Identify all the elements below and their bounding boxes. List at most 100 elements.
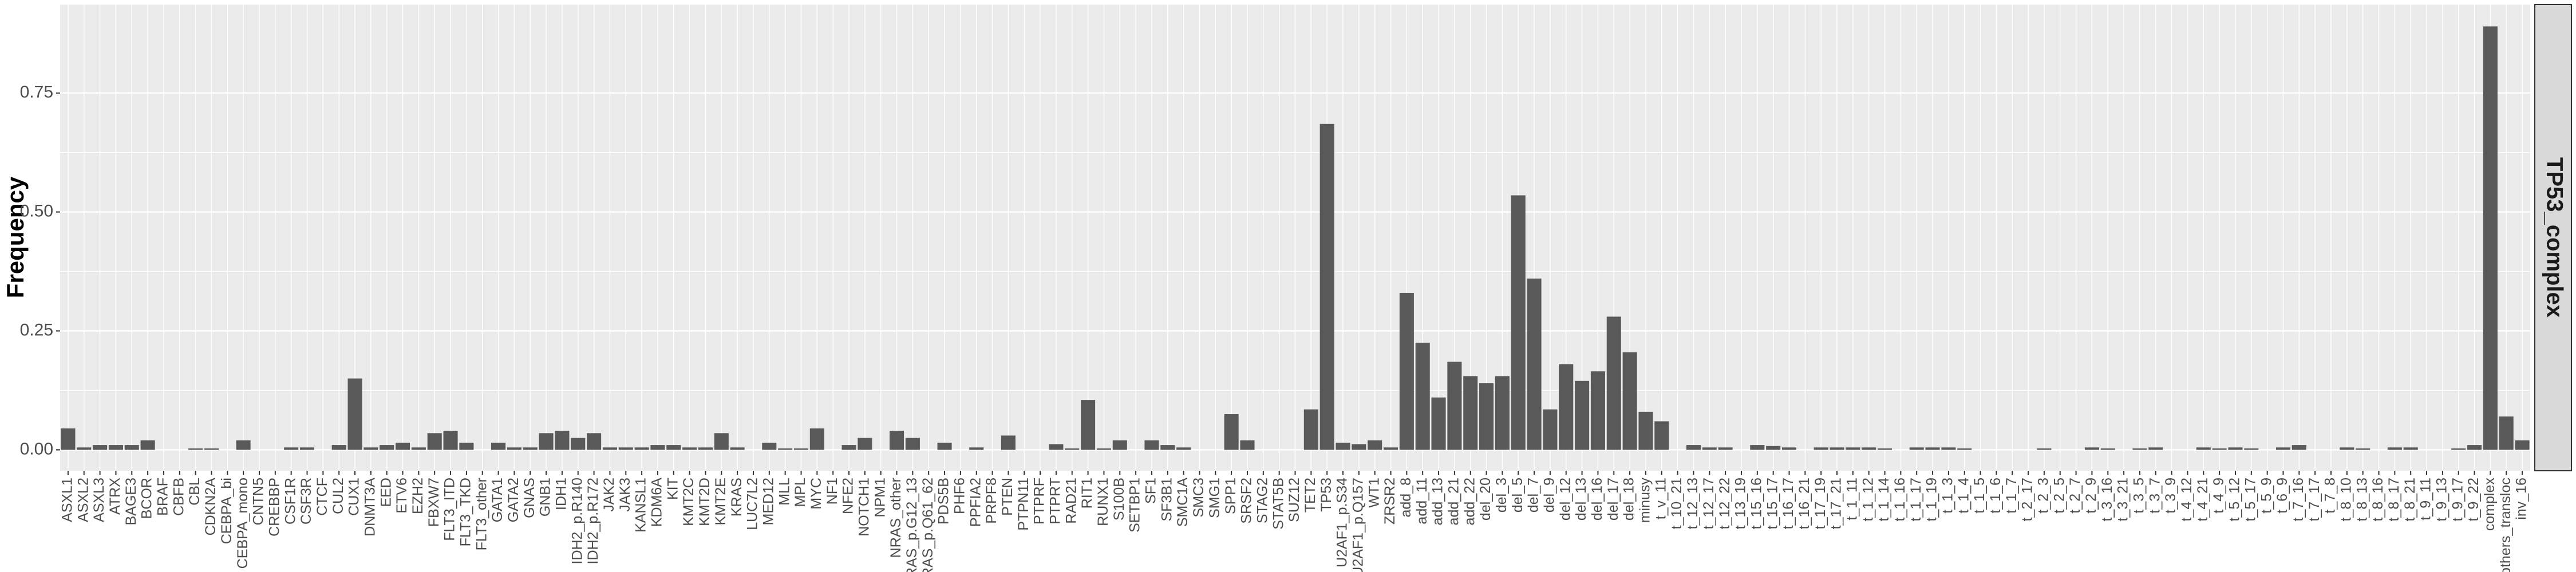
x-tick-label: KIT — [665, 478, 681, 500]
x-tick-label: SETBP1 — [1127, 478, 1143, 533]
x-tick-label: CNTN5 — [251, 478, 267, 525]
x-tick-label: KDM6A — [649, 478, 665, 527]
bar — [2212, 448, 2227, 450]
x-tick-label: PHF6 — [951, 478, 967, 514]
x-tick-label: CREBBP — [266, 478, 282, 537]
x-tick-label: CDKN2A — [203, 478, 219, 536]
bar — [236, 440, 251, 450]
bar — [2356, 448, 2370, 450]
bar — [1766, 446, 1781, 450]
x-tick-label: KMT2E — [713, 478, 729, 525]
x-tick-label: GATA1 — [489, 478, 505, 522]
x-tick-label: S100B — [1111, 478, 1127, 521]
bar — [1781, 447, 1797, 450]
x-tick-label: t_4_12 — [2179, 478, 2195, 521]
bar — [1638, 411, 1653, 450]
x-tick-label: t_2_5 — [2051, 478, 2067, 514]
x-tick-label: t_2_17 — [2020, 478, 2036, 521]
x-tick-label: del_16 — [1589, 478, 1605, 521]
x-tick-label: t_9_13 — [2433, 478, 2449, 521]
bar — [1543, 409, 1558, 450]
x-tick-label: t_1_6 — [1988, 478, 2004, 514]
x-tick-label: t_10_21 — [1669, 478, 1685, 529]
x-tick-label: U2AF1_p.Q157 — [1350, 478, 1366, 572]
bar — [61, 428, 76, 450]
bar — [841, 445, 856, 450]
bar — [1718, 447, 1733, 450]
bar — [1527, 279, 1542, 450]
x-tick-label: GATA2 — [505, 478, 521, 522]
x-tick-label: SUZ12 — [1286, 478, 1302, 522]
x-tick-label: RAD21 — [1063, 478, 1079, 524]
x-tick-label: t_8_10 — [2338, 478, 2354, 521]
x-tick-label: del_20 — [1477, 478, 1494, 521]
bar — [364, 447, 378, 450]
x-tick-label: STAG2 — [1254, 478, 1270, 523]
bar — [1368, 440, 1382, 450]
x-tick-label: t_3_16 — [2099, 478, 2115, 521]
x-tick-label: t_3_9 — [2163, 478, 2179, 514]
bar — [1830, 447, 1844, 450]
x-tick-label: SMC1A — [1175, 478, 1191, 527]
x-tick-label: SF3B1 — [1159, 478, 1175, 521]
x-tick-label: t_12_13 — [1685, 478, 1701, 529]
x-tick-label: NFE2 — [840, 478, 856, 514]
x-tick-label: ASXL3 — [91, 478, 107, 522]
x-tick-label: t_7_16 — [2290, 478, 2306, 521]
bar — [602, 447, 617, 450]
y-tick-label: 0.00 — [20, 439, 53, 458]
bar — [618, 447, 633, 450]
x-tick-label: CSF1R — [282, 478, 298, 525]
x-tick-label: t_5_9 — [2258, 478, 2274, 514]
bar — [858, 438, 872, 450]
bar — [890, 431, 904, 450]
x-tick-label: NOTCH1 — [856, 478, 872, 537]
x-tick-label: DNMT3A — [362, 478, 378, 537]
bar — [1495, 376, 1510, 450]
x-tick-label: NRAS_p.G12_13 — [904, 478, 920, 572]
x-tick-label: t_1_19 — [1924, 478, 1940, 521]
facet-strip — [2534, 4, 2572, 471]
x-tick-label: others_transloc — [2498, 478, 2514, 572]
bar — [634, 447, 649, 450]
x-tick-label: KANSL1 — [633, 478, 649, 533]
x-tick-label: ASXL2 — [75, 478, 91, 522]
x-tick-label: t_9_11 — [2418, 478, 2434, 521]
x-tick-label: RUNX1 — [1095, 478, 1111, 526]
x-tick-label: BCOR — [139, 478, 155, 519]
bar — [299, 447, 315, 450]
x-tick-label: BRAF — [155, 478, 171, 516]
x-tick-label: t_17_21 — [1828, 478, 1844, 529]
bar — [1081, 400, 1096, 450]
bar — [77, 447, 92, 450]
x-tick-label: ASXL1 — [60, 478, 76, 522]
x-tick-label: PDS5B — [936, 478, 952, 525]
bar — [555, 431, 570, 450]
x-tick-label: t_5_17 — [2242, 478, 2258, 521]
bar — [93, 445, 108, 450]
x-tick-label: t_12_22 — [1717, 478, 1733, 529]
x-tick-label: t_1_3 — [1939, 478, 1955, 514]
x-tick-label: NRAS_other — [888, 478, 904, 558]
bar — [1176, 447, 1191, 450]
x-tick-label: BAGE3 — [123, 478, 139, 525]
bar — [2483, 26, 2498, 450]
bar — [1511, 195, 1526, 450]
x-tick-label: t_1_14 — [1876, 478, 1892, 522]
x-tick-label: t_12_17 — [1701, 478, 1717, 529]
bar — [2132, 448, 2147, 450]
x-tick-label: t_2_7 — [2067, 478, 2083, 514]
bar — [1941, 447, 1956, 450]
x-tick-label: t_8_21 — [2402, 478, 2418, 521]
x-tick-label: PTPN11 — [1016, 478, 1032, 531]
x-tick-label: del_9 — [1542, 478, 1558, 513]
bar — [459, 442, 474, 450]
x-tick-label: t_3_21 — [2115, 478, 2131, 521]
x-tick-label: CEBPA_mono — [235, 478, 251, 569]
bar — [1862, 447, 1876, 450]
bar — [2275, 447, 2291, 450]
bar — [1096, 448, 1111, 450]
bar — [1575, 380, 1590, 450]
bar — [331, 445, 346, 450]
